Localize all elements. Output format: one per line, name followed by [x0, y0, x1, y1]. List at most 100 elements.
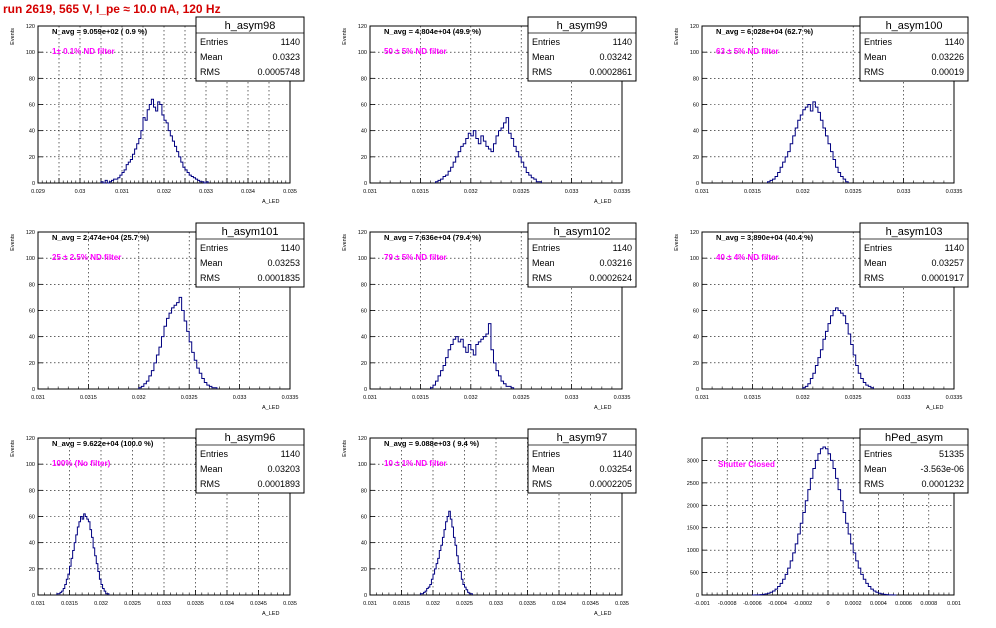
x-axis-label: A_LED	[926, 405, 943, 411]
stats-entries-value: 1140	[281, 243, 300, 253]
stats-entries-value: 1140	[613, 243, 632, 253]
stats-mean-label: Mean	[200, 258, 223, 268]
y-tick-label: 40	[693, 335, 699, 341]
hist-name: h_asym98	[225, 20, 276, 32]
x-tick-label: 0.035	[283, 601, 297, 607]
y-axis-label: Events	[10, 28, 16, 45]
y-tick-label: 60	[29, 515, 35, 521]
y-tick-label: 80	[29, 282, 35, 288]
x-tick-label: 0.031	[31, 395, 45, 401]
x-tick-label: 0.035	[283, 189, 297, 195]
stats-mean-label: Mean	[864, 464, 887, 474]
histogram-line	[802, 307, 874, 389]
histogram-line	[56, 513, 110, 595]
stats-mean-value: 0.0323	[272, 52, 300, 62]
y-axis-label: Events	[10, 234, 16, 251]
x-tick-label: 0.0335	[614, 189, 631, 195]
stats-entries-label: Entries	[200, 37, 229, 47]
x-tick-label: 0.033	[565, 189, 579, 195]
stats-entries-value: 1140	[613, 37, 632, 47]
y-tick-label: 500	[690, 571, 699, 577]
x-axis-label: A_LED	[594, 405, 611, 411]
x-tick-label: 0.033	[489, 601, 503, 607]
stats-entries-label: Entries	[864, 243, 893, 253]
y-tick-label: 60	[693, 309, 699, 315]
histogram-panel: 0.031 0.0315 0.032 0.0325 0.033 0.0335 0.034 0.…	[342, 428, 637, 617]
x-axis-label: A_LED	[594, 611, 611, 617]
stats-entries-label: Entries	[864, 37, 893, 47]
x-tick-label: 0.032	[464, 395, 478, 401]
x-tick-label: 0.0315	[412, 189, 429, 195]
x-tick-label: 0.031	[363, 189, 377, 195]
x-tick-label: 0.034	[241, 189, 255, 195]
y-tick-label: 120	[358, 230, 367, 236]
stats-mean-value: -3.563e-06	[920, 464, 964, 474]
y-tick-label: 80	[693, 282, 699, 288]
y-tick-label: 20	[693, 155, 699, 161]
x-tick-label: 0.032	[132, 395, 146, 401]
x-tick-label: 0.0008	[920, 601, 937, 607]
y-tick-label: 120	[26, 24, 35, 30]
filter-annotation: 50 ± 5% ND filter	[384, 47, 447, 56]
y-tick-label: 40	[29, 541, 35, 547]
filter-annotation: 25 ± 2.5% ND filter	[52, 253, 121, 262]
x-tick-label: 0.031	[31, 601, 45, 607]
navg-label: N_avg = 6.028e+04 (62.7 %)	[716, 27, 814, 36]
y-tick-label: 0	[32, 181, 35, 187]
stats-box	[527, 16, 637, 82]
stats-rms-label: RMS	[864, 479, 884, 489]
y-tick-label: 20	[29, 361, 35, 367]
x-tick-label: 0.0335	[946, 395, 963, 401]
y-tick-label: 120	[690, 230, 699, 236]
stats-rms-value: 0.0002861	[589, 67, 632, 77]
y-tick-label: 0	[364, 593, 367, 599]
y-tick-label: 120	[690, 24, 699, 30]
y-tick-label: 2500	[687, 481, 699, 487]
histogram-line	[100, 98, 209, 184]
x-tick-label: 0.031	[695, 189, 709, 195]
y-tick-label: 100	[26, 256, 35, 262]
x-tick-label: 0.0315	[80, 395, 97, 401]
stats-mean-value: 0.03253	[267, 258, 300, 268]
filter-annotation: 100% (No filter)	[52, 459, 111, 468]
stats-box	[859, 16, 969, 82]
y-tick-label: 100	[358, 462, 367, 468]
x-tick-label: 0.029	[31, 189, 45, 195]
histogram-panel: -0.001 -0.0008 -0.0006 -0.0004 -0.0002 0 0.000…	[687, 428, 969, 607]
y-tick-label: 60	[693, 103, 699, 109]
y-tick-label: 40	[361, 129, 367, 135]
stats-mean-value: 0.03203	[267, 464, 300, 474]
x-tick-label: 0.034	[220, 601, 234, 607]
x-axis-label: A_LED	[262, 405, 279, 411]
y-tick-label: 40	[361, 335, 367, 341]
y-tick-label: 0	[696, 387, 699, 393]
stats-box	[195, 222, 305, 288]
filter-annotation: 79 ± 5% ND filter	[384, 253, 447, 262]
y-tick-label: 20	[29, 155, 35, 161]
x-axis-label: A_LED	[262, 611, 279, 617]
x-tick-label: 0.0315	[412, 395, 429, 401]
hist-name: h_asym100	[886, 20, 943, 32]
stats-rms-value: 0.0002624	[589, 273, 632, 283]
x-tick-label: 0.0315	[393, 601, 410, 607]
x-tick-label: 0.0345	[582, 601, 599, 607]
stats-rms-label: RMS	[532, 273, 552, 283]
hist-name: h_asym99	[557, 20, 608, 32]
y-tick-label: 0	[364, 387, 367, 393]
stats-mean-label: Mean	[532, 464, 555, 474]
stats-mean-value: 0.03257	[931, 258, 964, 268]
x-tick-label: -0.001	[694, 601, 710, 607]
stats-mean-label: Mean	[200, 52, 223, 62]
y-tick-label: 1500	[687, 526, 699, 532]
y-tick-label: 40	[361, 541, 367, 547]
y-tick-label: 80	[693, 76, 699, 82]
x-tick-label: 0.0315	[61, 601, 78, 607]
y-tick-label: 120	[26, 436, 35, 442]
stats-mean-value: 0.03254	[599, 464, 632, 474]
y-tick-label: 100	[358, 256, 367, 262]
histogram-panel: 0.031 0.0315 0.032 0.0325 0.033 0.0335 0 20 40 60…	[342, 222, 637, 411]
stats-mean-label: Mean	[864, 52, 887, 62]
x-tick-label: -0.0004	[768, 601, 787, 607]
x-tick-label: 0.001	[947, 601, 961, 607]
x-tick-label: 0.032	[796, 189, 810, 195]
